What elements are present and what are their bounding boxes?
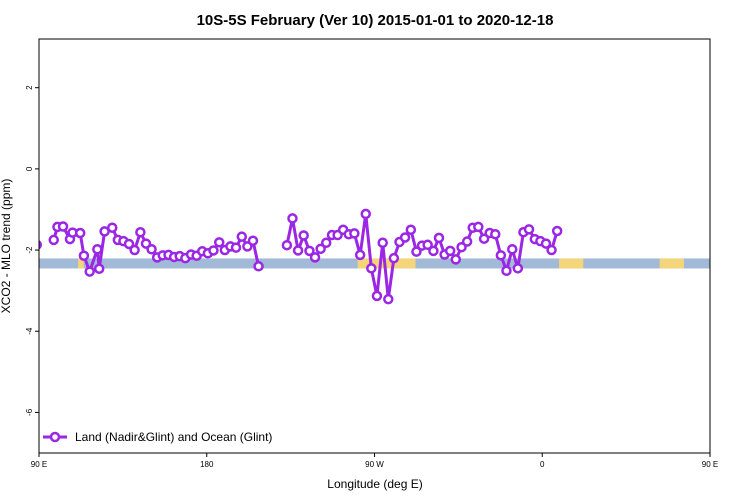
data-point (506, 243, 518, 255)
surface-type-band (39, 258, 710, 269)
plot-frame (38, 38, 711, 454)
data-point (48, 234, 59, 246)
data-point (501, 265, 512, 277)
data-point (433, 232, 445, 244)
data-point (551, 225, 563, 237)
data-point (461, 236, 473, 247)
data-point (78, 250, 90, 261)
data-point (93, 263, 105, 274)
data-point (253, 261, 264, 272)
data-point (422, 239, 433, 251)
data-point (399, 232, 411, 243)
legend: Land (Nadir&Glint) and Ocean (Glint) (43, 430, 272, 444)
y-tick-label: 0 (25, 166, 34, 171)
data-point (315, 243, 326, 255)
land-band-segment (659, 258, 684, 269)
series-layer (39, 208, 563, 305)
data-point (208, 245, 219, 256)
data-point (74, 227, 86, 239)
data-point (523, 224, 535, 235)
data-point (304, 245, 315, 257)
data-point (320, 237, 332, 249)
data-point (213, 237, 225, 248)
land-band-segment (559, 258, 584, 269)
legend-label: Land (Nadir&Glint) and Ocean (Glint) (75, 430, 272, 444)
data-point (298, 230, 309, 241)
legend-marker-swatch (49, 431, 61, 443)
data-point (540, 238, 552, 249)
x-tick-label: 180 (200, 460, 214, 469)
series-line (285, 212, 559, 301)
data-point (473, 221, 484, 233)
data-point (247, 235, 259, 246)
data-point (495, 250, 507, 261)
y-tick-label: -4 (25, 327, 34, 335)
data-point (546, 244, 557, 256)
y-axis: 2 0 -2 -4 -6 (25, 85, 39, 416)
data-point (123, 238, 135, 250)
data-point (129, 244, 140, 256)
data-point (411, 246, 422, 257)
data-point (135, 226, 146, 238)
data-point (366, 263, 377, 274)
y-tick-label: -2 (25, 246, 34, 254)
x-axis-label: Longitude (deg E) (327, 477, 422, 491)
data-point (428, 245, 439, 257)
x-tick-label: 90 E (31, 460, 47, 469)
data-point (107, 222, 118, 233)
data-point (450, 254, 462, 265)
data-point (349, 228, 360, 239)
y-axis-label: XCO2 - MLO trend (ppm) (0, 179, 13, 314)
land-band-segment (357, 258, 416, 269)
x-axis: 90 E 180 90 W 0 90 E (31, 453, 718, 469)
x-tick-label: 0 (540, 460, 545, 469)
data-point (309, 252, 321, 263)
data-point (383, 293, 394, 305)
data-point (281, 239, 293, 251)
data-point (371, 290, 383, 302)
data-point (405, 224, 417, 236)
data-point (84, 266, 95, 277)
data-point (490, 228, 501, 240)
data-point (92, 243, 103, 255)
data-point (377, 237, 388, 249)
data-point (57, 221, 69, 232)
data-point (236, 231, 248, 242)
land-band-segment (78, 258, 84, 269)
chart-title: 10S-5S February (Ver 10) 2015-01-01 to 2… (197, 12, 554, 29)
data-point (146, 243, 157, 255)
data-point (360, 208, 371, 220)
data-point (512, 263, 524, 274)
y-tick-label: 2 (25, 85, 34, 90)
x-tick-label: 90 W (365, 460, 384, 469)
data-point (287, 213, 298, 224)
data-point (230, 242, 242, 253)
data-point (388, 252, 400, 264)
y-tick-label: -6 (25, 408, 34, 416)
data-point (444, 245, 456, 257)
data-point (354, 249, 366, 261)
data-point (292, 245, 304, 256)
x-tick-label: 90 E (702, 460, 718, 469)
